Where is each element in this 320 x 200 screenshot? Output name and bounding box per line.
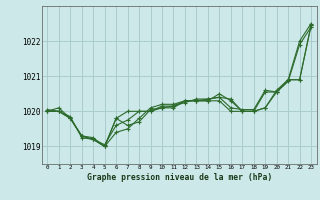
X-axis label: Graphe pression niveau de la mer (hPa): Graphe pression niveau de la mer (hPa): [87, 173, 272, 182]
